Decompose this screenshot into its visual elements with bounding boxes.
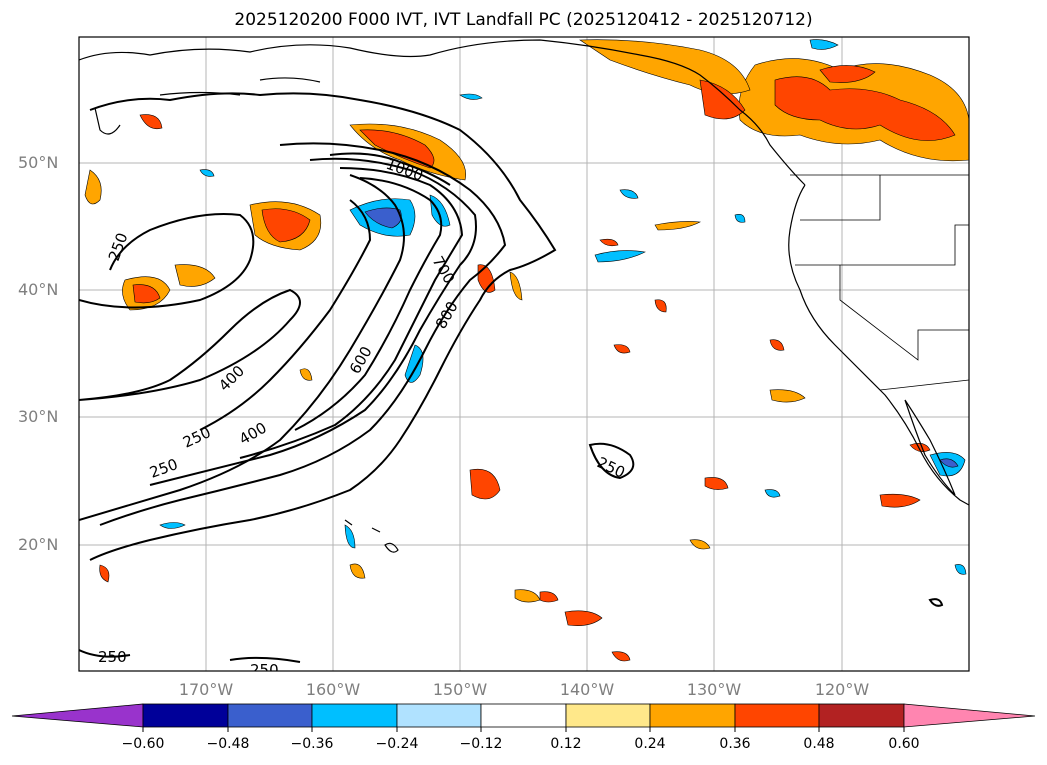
colorbar-bin bbox=[734, 703, 820, 728]
colorbar-bin bbox=[311, 703, 398, 728]
ivt-contours bbox=[79, 92, 944, 663]
colorbar-tick-label: −0.36 bbox=[290, 736, 334, 752]
lat-label-30n: 30°N bbox=[18, 407, 59, 426]
state-borders bbox=[790, 45, 969, 391]
map-title: 2025120200 F000 IVT, IVT Landfall PC (20… bbox=[234, 10, 813, 30]
colorbar-bin bbox=[227, 703, 313, 728]
colorbar-tick-label: −0.24 bbox=[375, 736, 419, 752]
colorbar-bin bbox=[649, 703, 736, 728]
svg-text:400: 400 bbox=[236, 419, 270, 449]
colorbar bbox=[11, 703, 1036, 732]
svg-text:250: 250 bbox=[105, 230, 132, 263]
lon-label-120w: 120°W bbox=[814, 680, 870, 699]
colorbar-bin bbox=[480, 703, 567, 728]
colorbar-extend-high bbox=[903, 703, 1036, 728]
colorbar-tick-label: −0.12 bbox=[459, 736, 503, 752]
colorbar-tick-label: 0.60 bbox=[888, 736, 920, 752]
lon-label-130w: 130°W bbox=[686, 680, 742, 699]
colorbar-bin bbox=[142, 703, 229, 728]
colorbar-bin bbox=[565, 703, 651, 728]
positive-pc-shading bbox=[84, 39, 969, 662]
svg-text:250: 250 bbox=[98, 648, 127, 666]
lon-label-140w: 140°W bbox=[559, 680, 615, 699]
lat-label-50n: 50°N bbox=[18, 153, 59, 172]
lon-label-170w: 170°W bbox=[178, 680, 234, 699]
colorbar-tick-label: 0.48 bbox=[803, 736, 835, 752]
lat-label-20n: 20°N bbox=[18, 535, 59, 554]
lon-label-160w: 160°W bbox=[305, 680, 361, 699]
negative-pc-shading bbox=[159, 39, 967, 575]
colorbar-tick-label: 0.24 bbox=[634, 736, 666, 752]
colorbar-bin bbox=[396, 703, 482, 728]
lat-label-40n: 40°N bbox=[18, 280, 59, 299]
svg-text:250: 250 bbox=[250, 661, 279, 679]
lon-label-150w: 150°W bbox=[432, 680, 488, 699]
svg-text:250: 250 bbox=[180, 423, 214, 451]
colorbar-tick-label: 0.36 bbox=[719, 736, 751, 752]
colorbar-tick-label: −0.48 bbox=[206, 736, 250, 752]
colorbar-tick-label: −0.60 bbox=[121, 736, 165, 752]
svg-text:400: 400 bbox=[215, 362, 248, 395]
colorbar-extend-low bbox=[11, 703, 144, 728]
colorbar-tick-label: 0.12 bbox=[550, 736, 582, 752]
gridlines bbox=[79, 37, 969, 671]
colorbar-bin bbox=[818, 703, 905, 728]
map-frame bbox=[78, 36, 970, 672]
